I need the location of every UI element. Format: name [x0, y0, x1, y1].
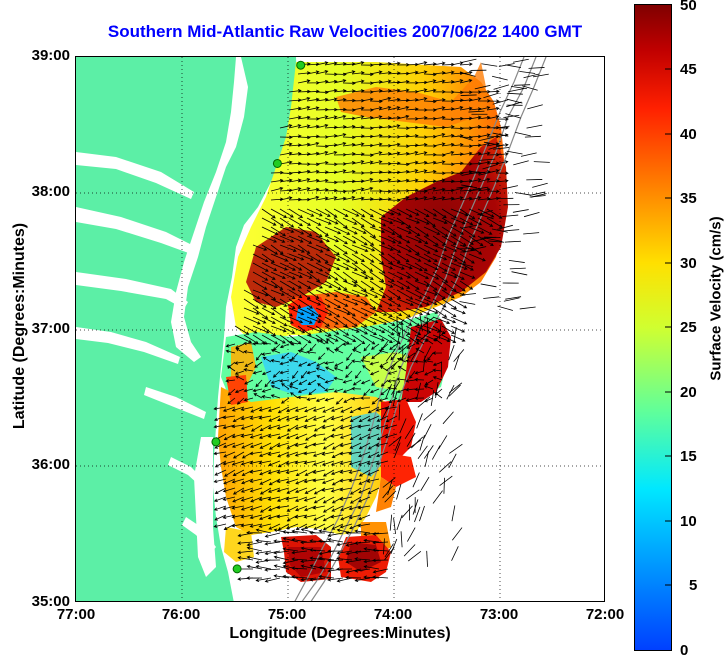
y-axis-label: Latitude (Degrees:Minutes)	[11, 222, 28, 430]
xtick-label: 73:00	[479, 606, 519, 623]
xtick-label: 74:00	[373, 606, 413, 623]
x-axis-label: Longitude (Degrees:Minutes)	[229, 625, 451, 642]
colorbar	[634, 4, 672, 651]
colorbar-gradient	[635, 5, 671, 650]
xtick-label: 77:00	[56, 606, 96, 623]
radar-station-marker	[232, 564, 242, 574]
colorbar-tick: 5	[689, 577, 698, 594]
colorbar-tick: 10	[680, 513, 697, 530]
colorbar-tick: 35	[680, 190, 697, 207]
colorbar-tick: 25	[680, 319, 697, 336]
colorbar-tick: 15	[680, 448, 697, 465]
colorbar-tick: 0	[680, 642, 689, 659]
colorbar-tick: 50	[680, 0, 697, 14]
xtick-label: 75:00	[267, 606, 307, 623]
ytick-label: 36:00	[31, 456, 70, 473]
radar-station-marker	[272, 158, 282, 168]
radar-station-marker	[211, 437, 221, 447]
colorbar-label: Surface Velocity (cm/s)	[707, 216, 724, 381]
colorbar-tick: 45	[680, 61, 697, 78]
colorbar-tick: 40	[680, 126, 697, 143]
map-title: Southern Mid-Atlantic Raw Velocities 200…	[107, 22, 583, 41]
ytick-label: 39:00	[31, 47, 70, 64]
radar-stations	[211, 60, 306, 574]
map-canvas	[76, 57, 604, 601]
ytick-label: 35:00	[31, 593, 70, 610]
colorbar-tick: 20	[680, 384, 697, 401]
colorbar-tick: 30	[680, 255, 697, 272]
ytick-label: 38:00	[31, 183, 70, 200]
xtick-label: 76:00	[161, 606, 201, 623]
velocity-field	[218, 62, 508, 582]
chesapeake-bay	[171, 57, 248, 362]
ytick-label: 37:00	[31, 320, 70, 337]
radar-station-marker	[296, 60, 306, 70]
xtick-label: 72:00	[585, 606, 625, 623]
velocity-arrows	[213, 58, 550, 583]
map-plot-area	[75, 56, 605, 602]
